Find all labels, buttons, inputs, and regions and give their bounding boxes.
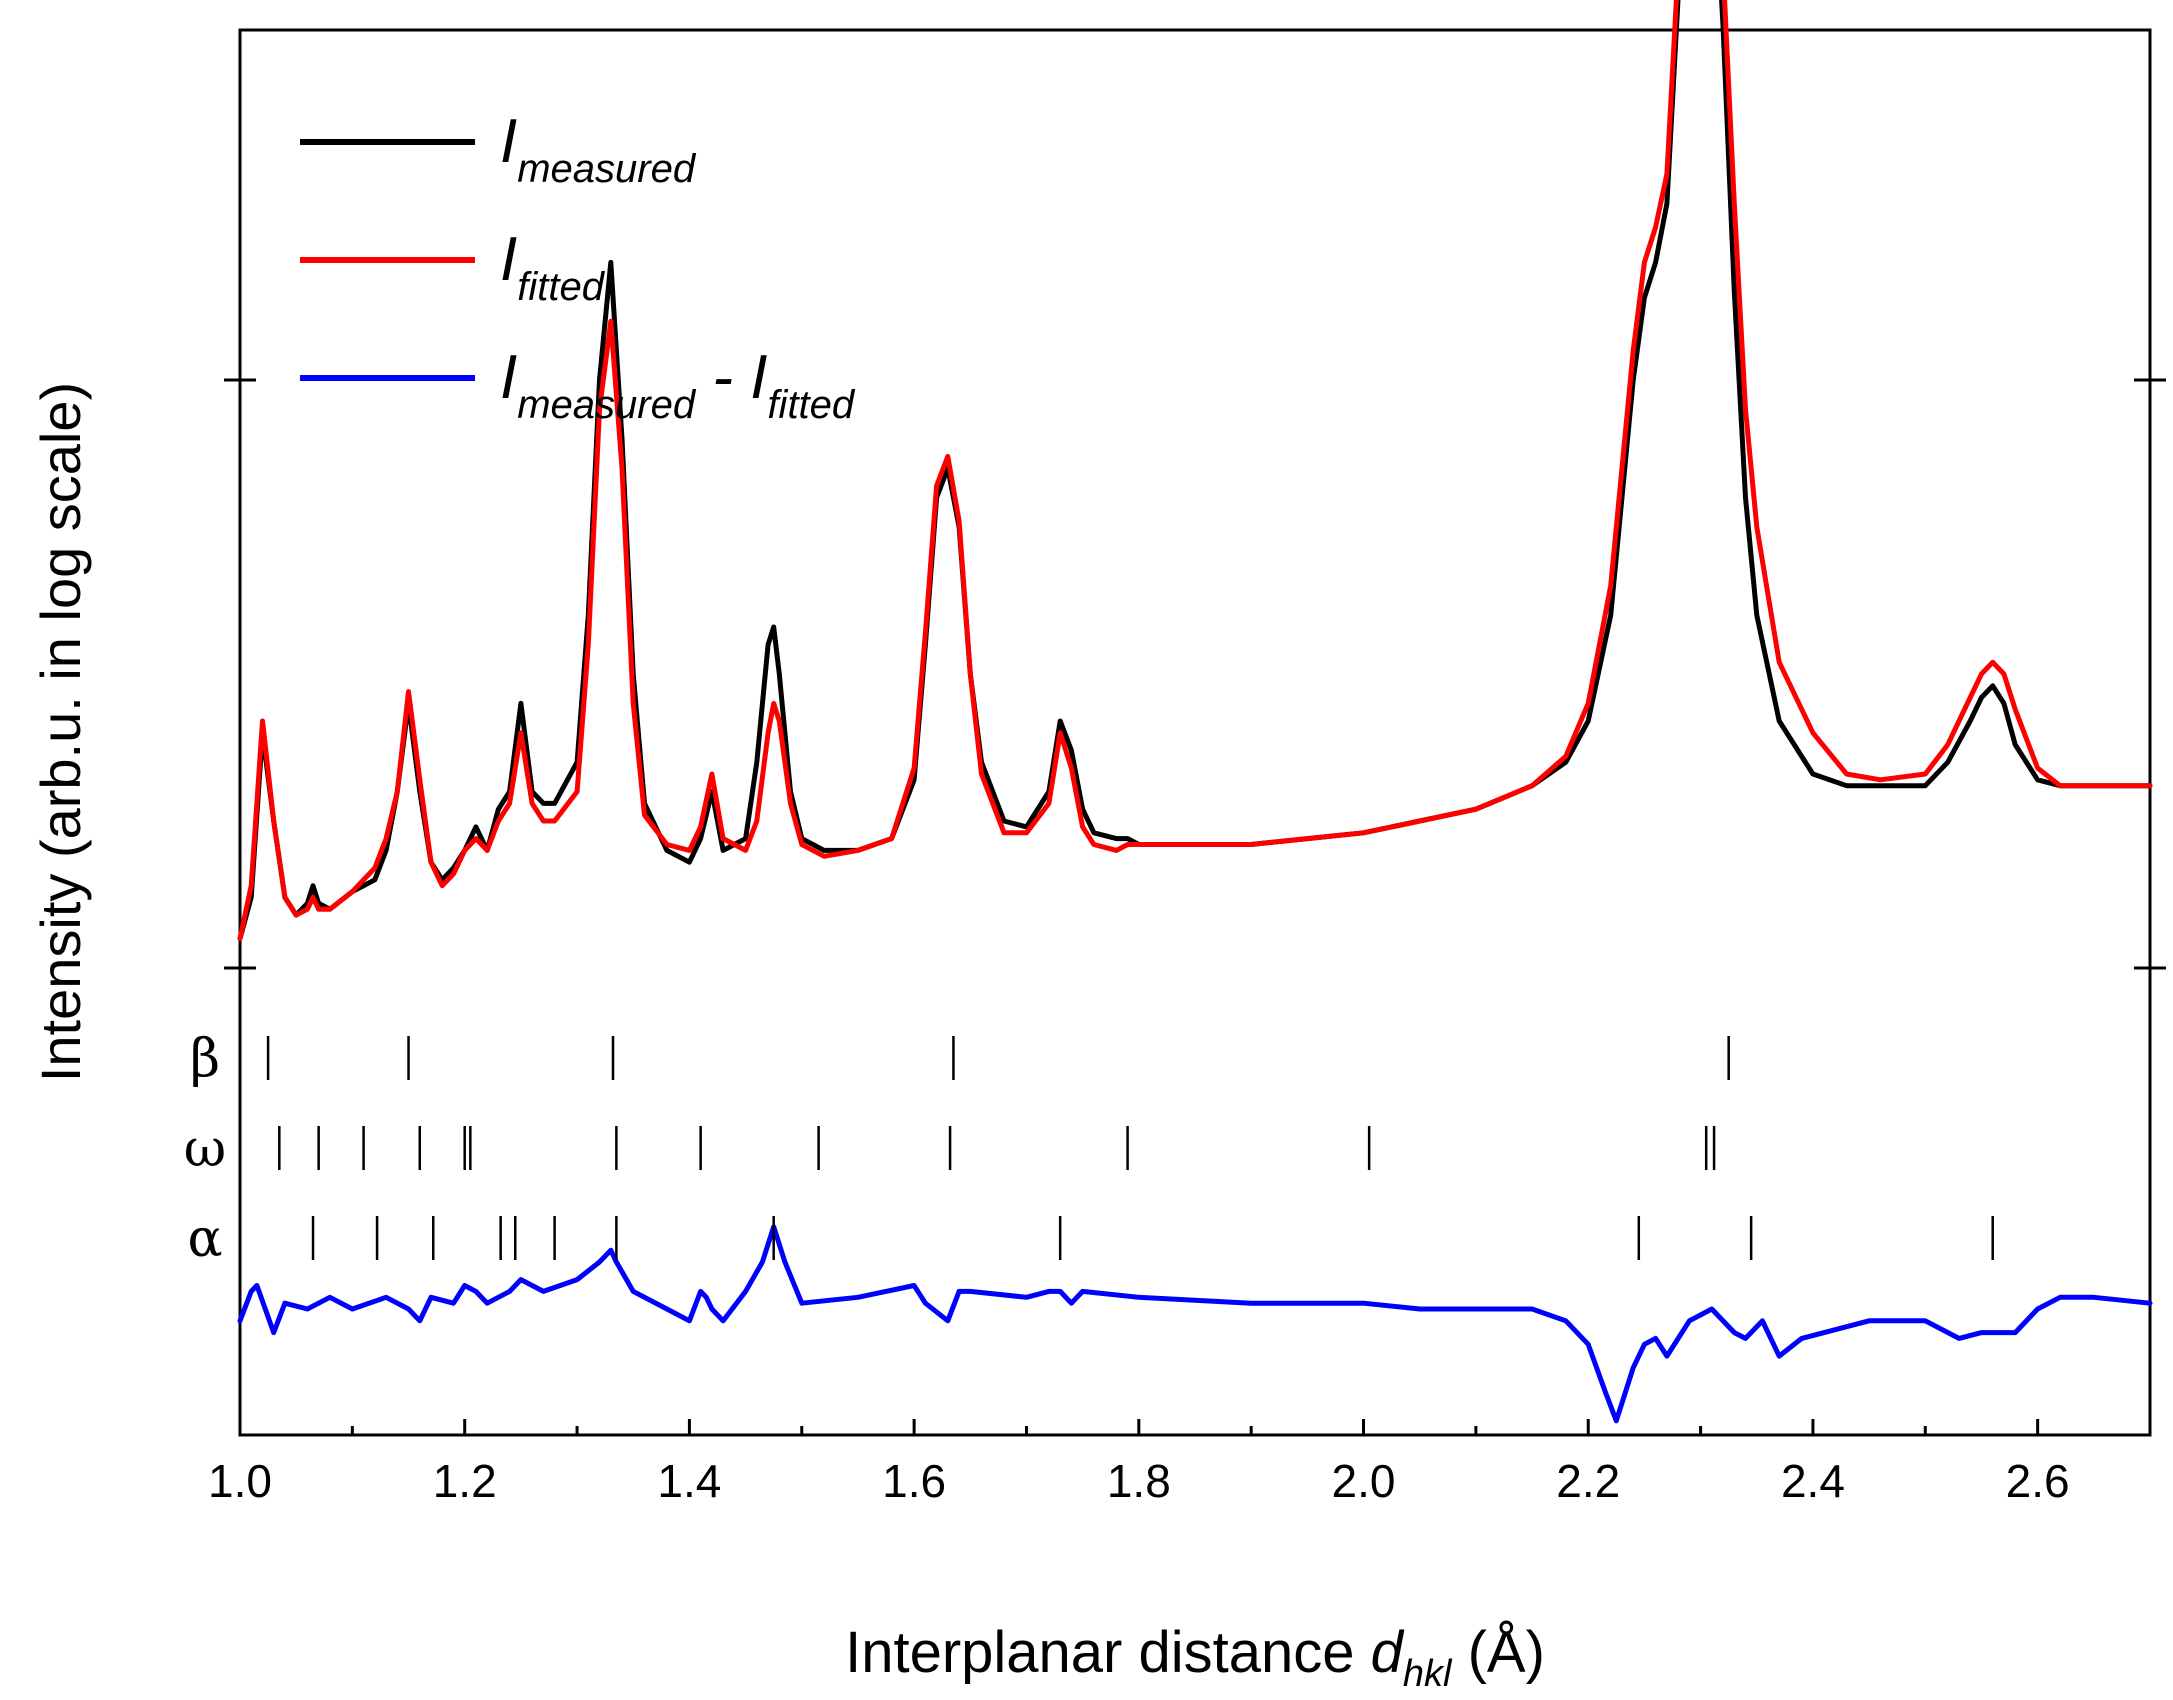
legend-label-name2: - I (695, 343, 767, 412)
x-tick-label: 1.4 (657, 1455, 721, 1507)
x-tick-label: 2.0 (1332, 1455, 1396, 1507)
x-axis-label-var: d (1371, 1620, 1405, 1685)
x-axis-label-unit: (Å) (1451, 1620, 1544, 1685)
x-axis-label-sub: hkl (1403, 1653, 1453, 1695)
legend-entry: Imeasured - Ifitted (300, 343, 856, 427)
x-axis-ticks: 1.0 1.2 1.4 1.6 1.8 2.0 2.2 2.4 2.6 (208, 1419, 2070, 1507)
phase-label: ω (184, 1119, 226, 1179)
legend-entry: Imeasured (300, 107, 697, 191)
x-axis-label: Interplanar distance dhkl (Å) (845, 1620, 1545, 1695)
legend-label: Ifitted (500, 225, 606, 309)
legend-label-sub: measured (517, 147, 697, 191)
legend-label: Imeasured - Ifitted (500, 343, 856, 427)
x-tick-label: 1.0 (208, 1455, 272, 1507)
x-tick-label: 2.4 (1781, 1455, 1845, 1507)
legend-label-name: I (500, 343, 517, 412)
y-axis-label: Intensity (arb.u. in log scale) (29, 382, 92, 1082)
x-tick-label: 1.6 (882, 1455, 946, 1507)
x-tick-label: 2.2 (1556, 1455, 1620, 1507)
plot-frame (238, 28, 2152, 1437)
phase-label: α (187, 1209, 222, 1269)
x-tick-label: 1.8 (1107, 1455, 1171, 1507)
series-line-i-fitted (237, 0, 2153, 942)
series-layer (237, 0, 2153, 1424)
legend-label-name: I (500, 107, 517, 176)
x-axis-label-main: Interplanar distance (845, 1620, 1371, 1685)
phase-label: β (190, 1029, 220, 1089)
legend-label-sub: fitted (517, 265, 605, 309)
legend-entry: Ifitted (300, 225, 606, 309)
x-tick-label: 2.6 (2006, 1455, 2070, 1507)
legend-label: Imeasured (500, 107, 697, 191)
legend-label-sub2: fitted (767, 383, 855, 427)
reflection-marker-layer: βωα (184, 1029, 1994, 1269)
y-axis-ticks (224, 378, 2166, 970)
plot-area: 1.0 1.2 1.4 1.6 1.8 2.0 2.2 2.4 2.6 βωα (184, 0, 2166, 1507)
legend-label-sub: measured (517, 383, 697, 427)
legend-label-name: I (500, 225, 517, 294)
series-line-i-measured (237, 0, 2153, 942)
x-tick-label: 1.2 (433, 1455, 497, 1507)
series-line-i-measured-i-fitted (237, 1224, 2153, 1424)
